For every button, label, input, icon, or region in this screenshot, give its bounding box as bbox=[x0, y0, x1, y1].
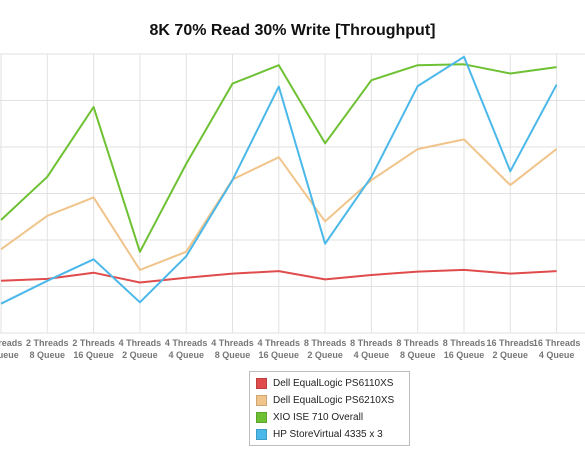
legend-item: HP StoreVirtual 4335 x 3 bbox=[256, 426, 403, 443]
x-tick-label: 8 Threads 8 Queue bbox=[396, 338, 439, 360]
x-tick-label: 2 Threads 16 Queue bbox=[72, 338, 115, 360]
legend-item: XIO ISE 710 Overall bbox=[256, 409, 403, 426]
chart-grid bbox=[0, 53, 585, 334]
series-line-3 bbox=[0, 55, 558, 305]
legend-swatch bbox=[256, 378, 267, 389]
x-tick-label: 4 Threads 2 Queue bbox=[119, 338, 162, 360]
x-tick-label: 8 Threads 16 Queue bbox=[443, 338, 486, 360]
x-tick-label: 4 Threads 4 Queue bbox=[165, 338, 208, 360]
legend-swatch bbox=[256, 395, 267, 406]
legend-swatch bbox=[256, 412, 267, 423]
legend-item: Dell EqualLogic PS6110XS bbox=[256, 375, 403, 392]
legend-item: Dell EqualLogic PS6210XS bbox=[256, 392, 403, 409]
legend-label: Dell EqualLogic PS6110XS bbox=[273, 378, 394, 389]
x-tick-label: 8 Threads 2 Queue bbox=[304, 338, 347, 360]
chart-legend: Dell EqualLogic PS6110XS Dell EqualLogic … bbox=[249, 371, 410, 446]
x-tick-label: 8 Threads 4 Queue bbox=[350, 338, 393, 360]
series-line-1 bbox=[0, 138, 558, 271]
legend-label: Dell EqualLogic PS6210XS bbox=[273, 395, 395, 406]
series-line-0 bbox=[0, 268, 557, 284]
x-tick-label: 16 Threads 2 Queue bbox=[487, 338, 535, 360]
series-line-2 bbox=[0, 63, 557, 253]
chart-series bbox=[0, 55, 558, 305]
x-tick-label: 4 Threads 8 Queue bbox=[211, 338, 254, 360]
chart-title: 8K 70% Read 30% Write [Throughput] bbox=[150, 22, 436, 39]
legend-label: XIO ISE 710 Overall bbox=[273, 412, 364, 423]
x-tick-label: 2 Threads 8 Queue bbox=[26, 338, 69, 360]
legend-label: HP StoreVirtual 4335 x 3 bbox=[273, 429, 383, 440]
legend-swatch bbox=[256, 429, 267, 440]
x-tick-label: 16 Threads 4 Queue bbox=[533, 338, 581, 360]
x-tick-label: 4 Threads 16 Queue bbox=[258, 338, 301, 360]
